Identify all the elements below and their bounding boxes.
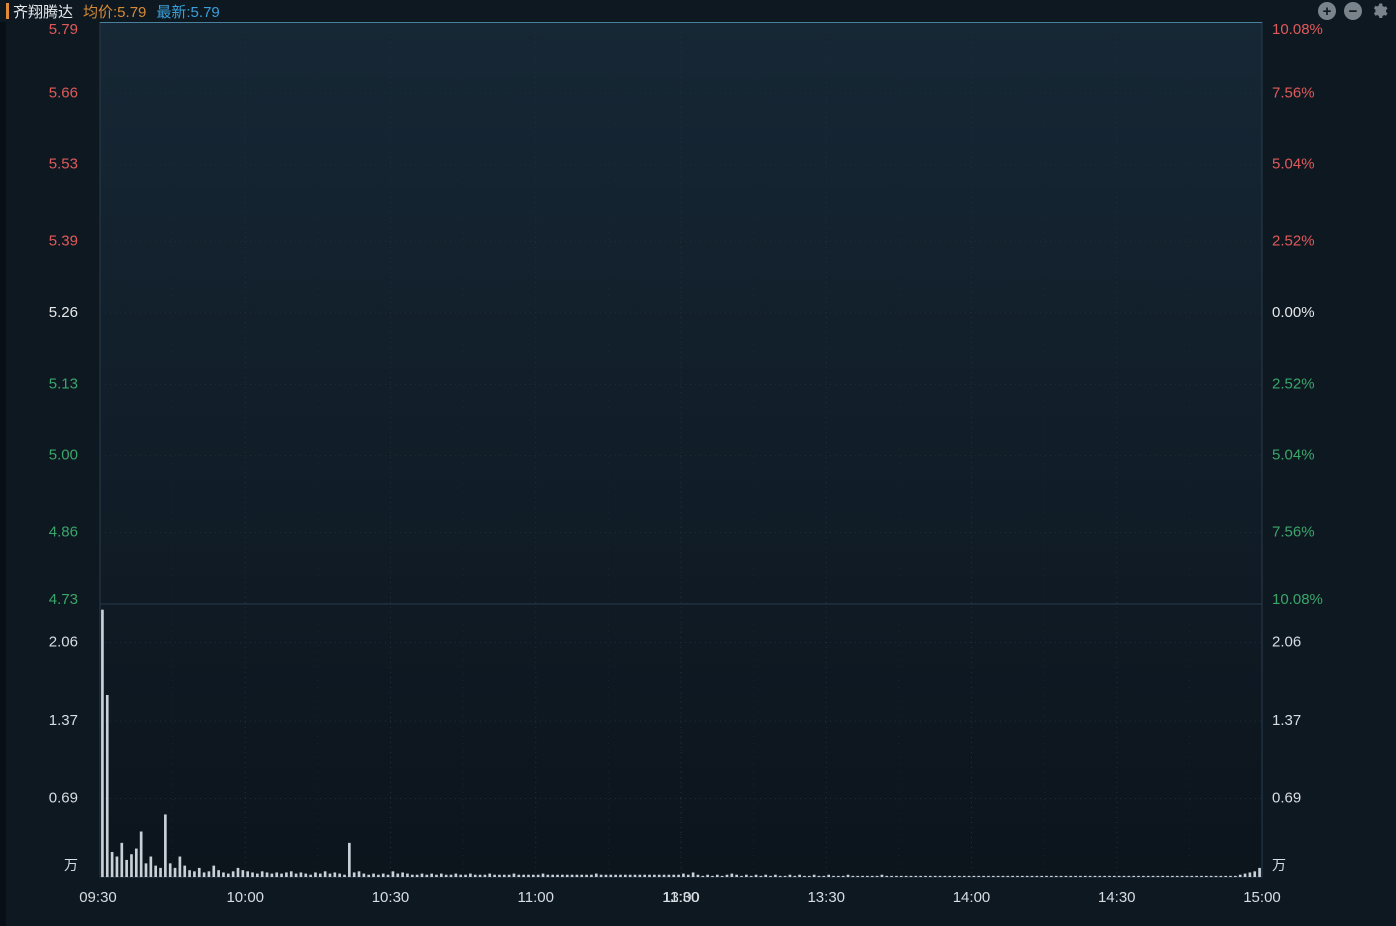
avg-price-label: 均价:5.79 <box>83 1 146 22</box>
svg-text:14:00: 14:00 <box>953 889 991 906</box>
svg-text:14:30: 14:30 <box>1098 889 1136 906</box>
svg-text:5.00: 5.00 <box>49 447 78 464</box>
svg-text:2.52%: 2.52% <box>1272 375 1315 392</box>
gear-icon[interactable] <box>1370 2 1388 20</box>
svg-text:5.04%: 5.04% <box>1272 447 1315 464</box>
svg-text:10:30: 10:30 <box>372 889 410 906</box>
svg-text:11:00: 11:00 <box>518 889 554 906</box>
svg-text:5.39: 5.39 <box>49 233 78 250</box>
svg-text:万: 万 <box>1272 857 1286 873</box>
accent-bar <box>6 3 9 19</box>
svg-text:13:00: 13:00 <box>662 889 700 906</box>
svg-text:15:00: 15:00 <box>1243 889 1281 906</box>
zoom-out-icon[interactable]: − <box>1344 2 1362 20</box>
svg-text:0.69: 0.69 <box>49 789 78 806</box>
svg-text:0.00%: 0.00% <box>1272 304 1315 321</box>
stock-intraday-chart: 齐翔腾达 均价:5.79 最新:5.79 + − 5.79 5.66 5.53 5.3… <box>0 0 1396 926</box>
chart-body: 5.79 5.66 5.53 5.39 5.26 5.13 5.00 4.86 4.73 10.0… <box>0 22 1396 926</box>
svg-text:2.06: 2.06 <box>49 634 78 651</box>
svg-text:2.52%: 2.52% <box>1272 233 1315 250</box>
svg-text:7.56%: 7.56% <box>1272 84 1315 101</box>
svg-text:万: 万 <box>64 857 78 873</box>
svg-text:5.13: 5.13 <box>49 375 78 392</box>
header-toolbar: + − <box>1318 2 1388 20</box>
svg-text:10:00: 10:00 <box>226 889 264 906</box>
chart-svg[interactable]: 5.79 5.66 5.53 5.39 5.26 5.13 5.00 4.86 4.73 10.0… <box>0 22 1396 926</box>
svg-text:09:30: 09:30 <box>79 889 117 906</box>
stock-name: 齐翔腾达 <box>13 1 73 22</box>
svg-text:5.66: 5.66 <box>49 84 78 101</box>
svg-text:5.26: 5.26 <box>49 304 78 321</box>
svg-text:4.73: 4.73 <box>49 591 78 608</box>
svg-text:1.37: 1.37 <box>1272 712 1301 729</box>
svg-text:5.53: 5.53 <box>49 156 78 173</box>
zoom-in-icon[interactable]: + <box>1318 2 1336 20</box>
svg-text:2.06: 2.06 <box>1272 634 1301 651</box>
svg-text:5.04%: 5.04% <box>1272 156 1315 173</box>
svg-text:5.79: 5.79 <box>49 22 78 38</box>
svg-text:4.86: 4.86 <box>49 524 78 541</box>
svg-text:1.37: 1.37 <box>49 712 78 729</box>
svg-text:0.69: 0.69 <box>1272 789 1301 806</box>
svg-text:7.56%: 7.56% <box>1272 524 1315 541</box>
svg-text:10.08%: 10.08% <box>1272 22 1323 38</box>
chart-header: 齐翔腾达 均价:5.79 最新:5.79 + − <box>0 0 1396 22</box>
svg-text:13:30: 13:30 <box>807 889 845 906</box>
latest-price-label: 最新:5.79 <box>156 1 219 22</box>
svg-text:10.08%: 10.08% <box>1272 591 1323 608</box>
